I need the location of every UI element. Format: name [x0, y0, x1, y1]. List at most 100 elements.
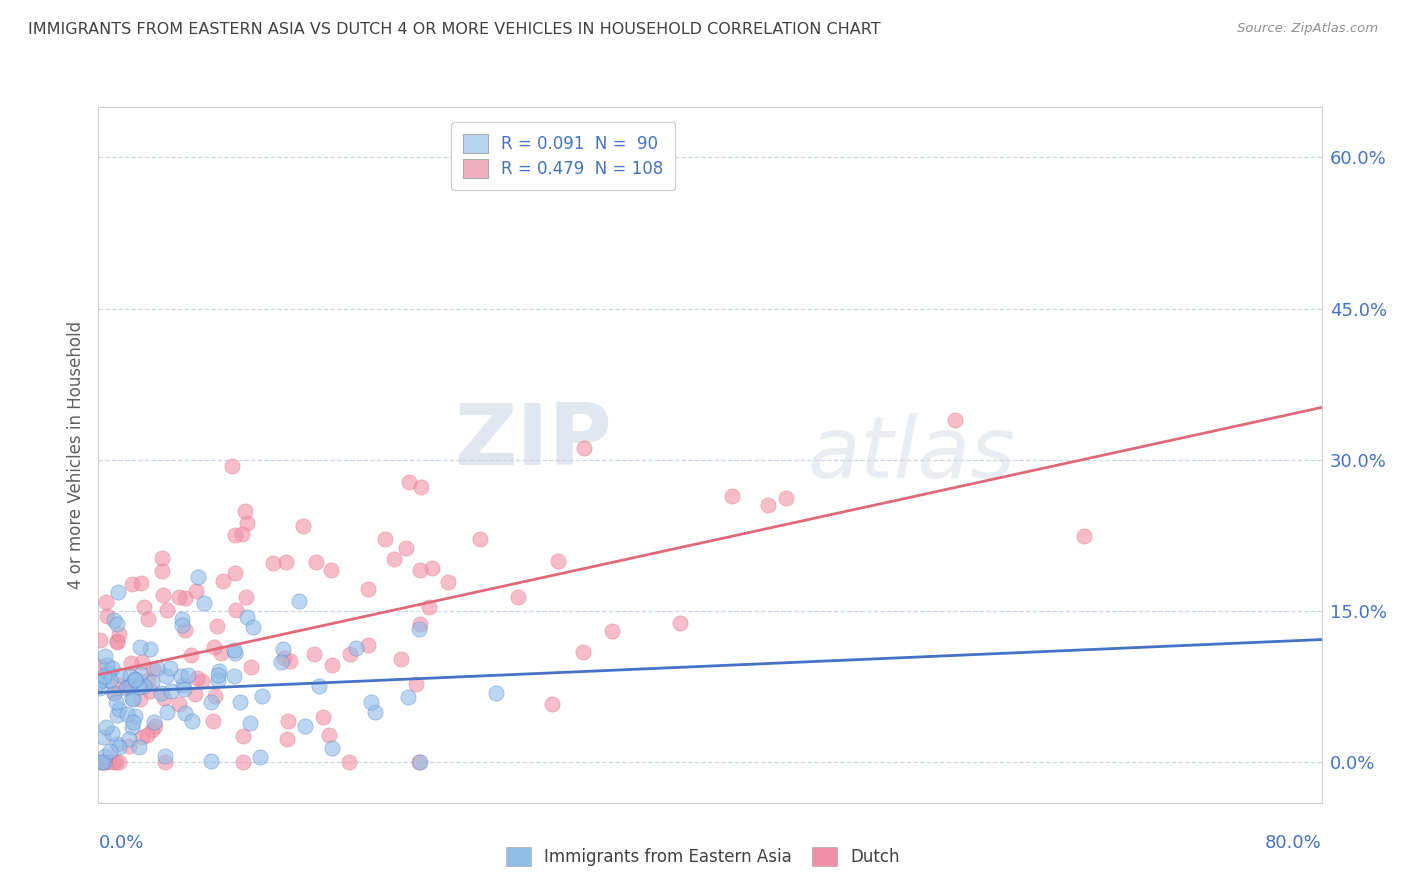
Point — [103, 686, 125, 700]
Text: atlas: atlas — [808, 413, 1017, 497]
Point — [1073, 529, 1095, 543]
Point — [143, 714, 166, 729]
Point — [208, 665, 231, 679]
Point — [104, 695, 127, 709]
Point — [152, 691, 174, 706]
Point — [121, 692, 143, 706]
Point — [124, 709, 146, 723]
Point — [131, 667, 153, 681]
Point — [209, 646, 232, 660]
Point — [572, 442, 595, 456]
Point — [242, 620, 264, 634]
Point — [547, 554, 569, 568]
Point — [89, 681, 111, 695]
Point — [207, 673, 229, 687]
Point — [150, 551, 173, 566]
Point — [396, 690, 419, 705]
Point — [118, 739, 141, 753]
Point — [184, 583, 207, 598]
Point — [129, 640, 152, 654]
Point — [236, 609, 259, 624]
Point — [105, 634, 128, 648]
Point — [97, 666, 120, 681]
Point — [167, 590, 190, 604]
Point — [153, 749, 176, 764]
Point — [98, 744, 121, 758]
Point — [129, 692, 152, 706]
Point — [180, 714, 202, 729]
Point — [172, 612, 194, 626]
Point — [202, 714, 225, 728]
Point — [155, 669, 177, 683]
Point — [405, 676, 427, 690]
Point — [418, 600, 440, 615]
Point — [408, 623, 430, 637]
Point — [173, 681, 195, 696]
Point — [103, 613, 125, 627]
Point — [389, 652, 412, 666]
Point — [118, 669, 141, 683]
Point — [224, 646, 246, 660]
Point — [120, 680, 142, 694]
Point — [172, 678, 194, 692]
Text: 0.0%: 0.0% — [98, 834, 143, 852]
Point — [221, 458, 243, 473]
Point — [193, 596, 215, 610]
Point — [118, 732, 141, 747]
Point — [143, 719, 166, 733]
Text: 80.0%: 80.0% — [1265, 834, 1322, 852]
Point — [105, 707, 128, 722]
Point — [108, 702, 131, 716]
Point — [105, 617, 128, 632]
Point — [139, 641, 162, 656]
Point — [200, 695, 222, 709]
Point — [360, 695, 382, 709]
Point — [134, 600, 156, 615]
Point — [669, 615, 692, 630]
Point — [142, 662, 165, 676]
Point — [87, 674, 110, 689]
Point — [177, 668, 200, 682]
Point — [231, 527, 253, 541]
Point — [159, 661, 181, 675]
Point — [91, 673, 114, 687]
Point — [96, 595, 118, 609]
Point — [270, 655, 292, 669]
Point — [174, 706, 197, 720]
Point — [90, 756, 112, 770]
Point — [156, 706, 179, 720]
Point — [136, 673, 159, 688]
Point — [508, 590, 530, 604]
Point — [136, 728, 159, 742]
Point — [202, 640, 225, 654]
Point — [131, 730, 153, 744]
Point — [302, 648, 325, 662]
Point — [600, 624, 623, 639]
Point — [357, 582, 380, 596]
Point — [156, 603, 179, 617]
Point — [138, 683, 160, 698]
Point — [232, 756, 254, 770]
Text: Source: ZipAtlas.com: Source: ZipAtlas.com — [1237, 22, 1378, 36]
Point — [184, 687, 207, 701]
Point — [437, 574, 460, 589]
Point — [224, 528, 246, 542]
Point — [411, 480, 433, 494]
Point — [89, 658, 111, 673]
Point — [222, 668, 245, 682]
Point — [200, 754, 222, 768]
Point — [120, 680, 142, 694]
Point — [89, 633, 111, 648]
Point — [152, 588, 174, 602]
Point — [273, 651, 295, 665]
Point — [105, 756, 128, 770]
Point — [409, 563, 432, 577]
Point — [232, 730, 254, 744]
Point — [153, 756, 176, 770]
Point — [321, 658, 343, 673]
Point — [720, 489, 742, 503]
Point — [94, 720, 117, 734]
Point — [160, 684, 183, 698]
Point — [294, 719, 316, 733]
Point — [91, 730, 114, 744]
